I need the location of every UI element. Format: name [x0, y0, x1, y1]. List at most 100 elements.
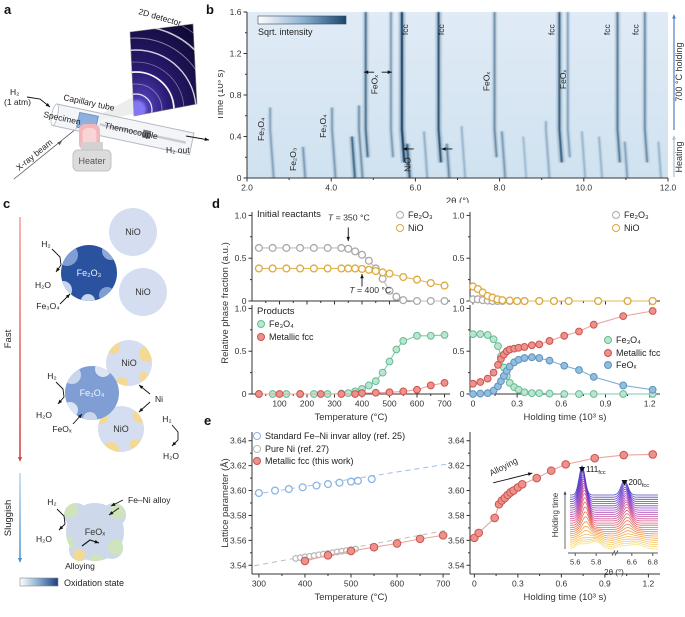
- peak-marker: [579, 467, 586, 473]
- arrow: [493, 472, 533, 484]
- x-tick-label: 200: [300, 399, 314, 409]
- arrowhead: [139, 385, 144, 390]
- panel-b-insitu-xrd-map: Fe₃O₄ Fe₂O₃ Fe₃O₄ FeOₓ NiO fcc fcc FeOₓ fcc FeOₓ f…: [218, 7, 684, 203]
- phase-label: fcc: [602, 23, 612, 35]
- legend-item: NiO: [396, 223, 433, 233]
- h2-label: H₂: [162, 414, 171, 424]
- heatmap-background: [247, 12, 668, 178]
- legend-label: FeOₓ: [616, 360, 637, 370]
- xray-label: X-ray beam: [14, 137, 54, 172]
- annotation: T = 400 °C: [349, 285, 391, 295]
- x-tick-label: 4.0: [325, 183, 337, 193]
- y-tick-label: 0.4: [230, 132, 242, 142]
- arrowhead: [59, 525, 64, 530]
- arrowhead: [204, 137, 209, 142]
- x-tick-label: 400: [355, 399, 369, 409]
- x-axis-label: Holding time (10³ s): [524, 592, 607, 603]
- h2o-label: H₂O: [36, 534, 52, 544]
- y-tick-label: 3.60: [230, 486, 247, 496]
- legend-item: Metallic fcc: [604, 348, 661, 358]
- y-tick-label: 0: [460, 389, 465, 399]
- y-tick-label: 0.5: [453, 346, 465, 356]
- phase-label: Fe₃O₄: [318, 114, 328, 138]
- trend-line: [254, 463, 448, 495]
- x-tick-label: 0.6: [555, 399, 567, 409]
- thermocouple-junction: [141, 129, 152, 140]
- legend-marker: [604, 361, 612, 369]
- fe3o4-label: Fe₃O₄: [80, 388, 105, 398]
- axes: [243, 11, 669, 182]
- arrowhead: [58, 399, 63, 404]
- inset-tick-label: 5.6: [570, 558, 580, 567]
- legend-item: Metallic fcc (this work): [253, 456, 405, 466]
- nio-label: NiO: [121, 358, 137, 368]
- detector-panel: [129, 23, 198, 117]
- arrow: [55, 381, 65, 405]
- h2-label: H₂: [47, 497, 56, 507]
- arrowhead: [111, 502, 116, 506]
- arrowhead: [17, 457, 23, 462]
- y-tick-label: 1.0: [235, 303, 247, 313]
- chart-b: Fe₃O₄ Fe₂O₃ Fe₃O₄ FeOₓ NiO fcc fcc FeOₓ fcc FeOₓ f…: [218, 7, 684, 203]
- legend-label: Metallic fcc: [616, 347, 661, 358]
- legend-item: Fe₃O₄: [604, 335, 661, 345]
- series-Metallic fcc (this work): [300, 531, 448, 566]
- colorbar-label: Sqrt. intensity: [258, 27, 313, 37]
- legend-item: Fe₃O₄: [257, 319, 314, 329]
- x-tick-label: 6.0: [409, 183, 421, 193]
- legend-item: NiO: [612, 223, 649, 233]
- x-tick-label: 0.9: [600, 399, 612, 409]
- arrowhead: [65, 294, 70, 299]
- reactants-title: Initial reactants: [257, 209, 321, 220]
- y-tick-label: 0.8: [230, 90, 242, 100]
- chart-d-top-right: 0 0.5 1.0: [453, 210, 660, 306]
- nio-particle: [119, 268, 167, 316]
- legend-item: Fe₂O₃: [396, 210, 433, 220]
- legend-marker: [396, 223, 404, 232]
- x-tick-label: 10.0: [576, 183, 593, 193]
- heater-body: [72, 149, 112, 172]
- legend-marker: [612, 223, 620, 232]
- phase-label: Fe₂O₃: [288, 148, 298, 171]
- y-tick-label: 1.2: [230, 49, 242, 59]
- series-Metallic fcc: [469, 307, 657, 388]
- y-tick-label: 0: [237, 173, 242, 183]
- feox-label: FeOₓ: [52, 424, 72, 434]
- feni-alloy-label: Fe–Ni alloy: [128, 495, 171, 505]
- y-tick-label: 3.54: [230, 560, 247, 570]
- arrowhead: [563, 491, 567, 495]
- inset-x-label: 2θ (°): [604, 568, 624, 577]
- y-axis-label: Time (10³ s): [218, 70, 226, 121]
- arrowhead: [139, 407, 144, 412]
- x-tick-label: 700: [437, 399, 451, 409]
- arrowhead: [56, 267, 60, 272]
- h2o-label: H₂O: [36, 410, 52, 420]
- fe3o4-label: Fe₃O₄: [36, 301, 60, 311]
- phase-label: FeOₓ: [370, 75, 380, 95]
- oxidation-state-label: Oxidation state: [64, 578, 124, 588]
- inset-axes: [568, 550, 658, 556]
- x-tick-label: 1.2: [642, 579, 654, 589]
- legend-label: Standard Fe–Ni invar alloy (ref. 25): [265, 431, 406, 441]
- legend-label: Fe₂O₃: [624, 210, 649, 220]
- nio-label: NiO: [113, 424, 129, 434]
- series-Metallic fcc: [254, 378, 449, 398]
- y-tick-label: 0: [242, 389, 247, 399]
- series-Fe₃O₄: [469, 330, 657, 398]
- legend-marker: [604, 348, 612, 357]
- x-axis-label: Temperature (°C): [315, 592, 388, 603]
- chart-e-inset: 5.6 5.8 6.6 6.8 2θ (°) Holding time 111fcc 200f…: [551, 465, 659, 577]
- fast-label: Fast: [3, 329, 14, 348]
- annotation: T = 350 °C: [328, 213, 370, 223]
- x-axis-label: Temperature (°C): [315, 412, 388, 423]
- arrowhead: [94, 539, 99, 544]
- h2-out-label: H₂ out: [166, 145, 190, 155]
- nio-label: NiO: [125, 227, 141, 237]
- sluggish-label: Sluggish: [3, 500, 14, 536]
- chart-e-right: 0 0.3 0.6 0.9 1.2 3.54 3.56 3.58 3.60 3.62 3.64 Hol…: [448, 432, 660, 603]
- y-tick-label: 3.58: [230, 510, 247, 520]
- x-tick-label: 8.0: [494, 183, 506, 193]
- legend-marker: [253, 444, 261, 453]
- y-tick-label: 3.56: [230, 535, 247, 545]
